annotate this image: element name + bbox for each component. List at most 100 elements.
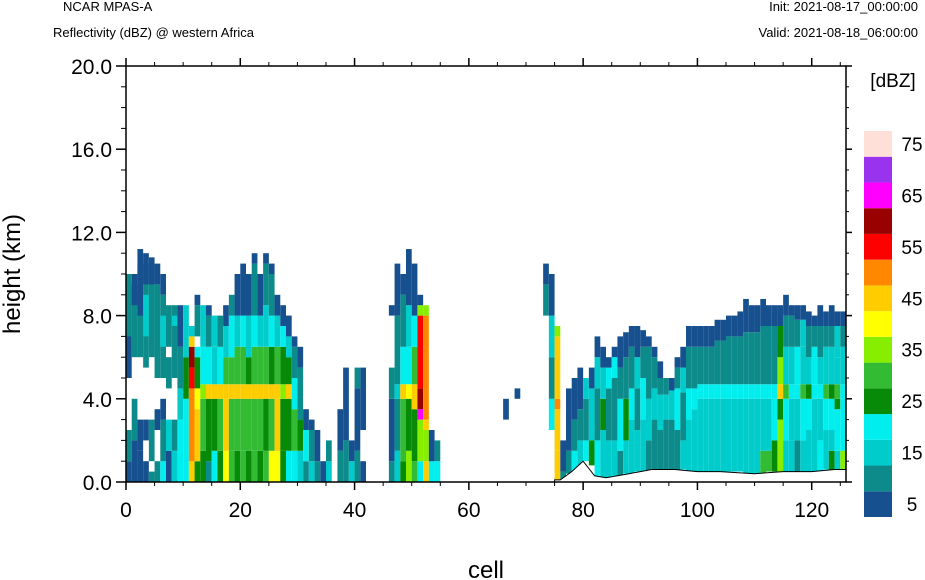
reflectivity-cell: [811, 384, 818, 399]
reflectivity-cell: [743, 384, 749, 399]
reflectivity-cell: [234, 315, 241, 347]
reflectivity-cell: [194, 346, 201, 358]
colorbar-label: 25: [901, 392, 922, 413]
colorbar-label: 45: [901, 289, 922, 310]
reflectivity-cell: [297, 450, 304, 482]
reflectivity-cell: [783, 315, 789, 347]
reflectivity-cell: [754, 332, 761, 385]
reflectivity-cell: [246, 398, 252, 451]
reflectivity-cell: [417, 419, 424, 462]
reflectivity-cell: [760, 384, 766, 399]
reflectivity-cell: [806, 430, 812, 472]
reflectivity-cell: [194, 294, 201, 306]
reflectivity-cell: [348, 440, 355, 462]
reflectivity-cell: [708, 326, 715, 347]
reflectivity-cell: [406, 249, 412, 306]
reflectivity-cell: [623, 332, 629, 358]
reflectivity-cell: [154, 284, 161, 378]
reflectivity-cell: [760, 326, 766, 385]
reflectivity-cell: [811, 346, 818, 385]
x-tick-label: 80: [571, 499, 594, 522]
y-tick-label: 4.0: [83, 389, 112, 412]
reflectivity-cell: [194, 388, 201, 410]
reflectivity-cell: [126, 461, 132, 482]
reflectivity-cell: [788, 315, 795, 347]
reflectivity-cell: [297, 346, 304, 368]
reflectivity-cell: [588, 388, 595, 441]
reflectivity-cell: [720, 384, 726, 399]
reflectivity-cell: [628, 388, 635, 420]
reflectivity-cell: [423, 419, 429, 430]
reflectivity-cell: [577, 367, 584, 410]
reflectivity-cell: [417, 294, 424, 306]
reflectivity-cell: [840, 311, 846, 326]
reflectivity-cell: [246, 384, 252, 399]
reflectivity-cell: [788, 384, 795, 399]
reflectivity-cell: [811, 398, 818, 430]
reflectivity-cell: [194, 461, 201, 482]
reflectivity-cell: [611, 357, 618, 378]
colorbar-swatch: [864, 414, 892, 440]
reflectivity-cell: [291, 346, 298, 378]
y-tick-label: 16.0: [71, 139, 112, 162]
reflectivity-cell: [634, 430, 641, 472]
reflectivity-cell: [308, 430, 315, 462]
reflectivity-cell: [680, 367, 686, 393]
reflectivity-cell: [714, 319, 721, 341]
reflectivity-cell: [291, 378, 298, 410]
reflectivity-cell: [240, 398, 246, 451]
reflectivity-cell: [274, 294, 281, 316]
reflectivity-cell: [188, 346, 195, 368]
reflectivity-cell: [806, 384, 812, 399]
reflectivity-cell: [280, 450, 286, 482]
reflectivity-cell: [703, 346, 709, 385]
reflectivity-cell: [617, 450, 624, 476]
reflectivity-cell: [811, 430, 818, 472]
reflectivity-cell: [177, 419, 184, 482]
reflectivity-cell: [708, 384, 715, 399]
reflectivity-cell: [394, 384, 401, 399]
reflectivity-cell: [663, 419, 669, 470]
reflectivity-cell: [143, 461, 149, 482]
reflectivity-cell: [343, 367, 349, 441]
reflectivity-cell: [708, 346, 715, 385]
reflectivity-cell: [388, 305, 395, 316]
reflectivity-cell: [183, 357, 189, 399]
reflectivity-cell: [286, 450, 292, 482]
reflectivity-cell: [674, 357, 681, 368]
reflectivity-cell: [554, 326, 561, 337]
reflectivity-cell: [154, 461, 161, 482]
reflectivity-cell: [823, 346, 829, 385]
reflectivity-cell: [737, 384, 744, 399]
reflectivity-cell: [777, 305, 784, 326]
reflectivity-cell: [583, 378, 589, 399]
reflectivity-cell: [274, 346, 281, 385]
reflectivity-cell: [263, 384, 269, 399]
colorbar-swatch: [864, 285, 892, 312]
reflectivity-cell: [171, 315, 178, 326]
reflectivity-cell: [411, 409, 418, 462]
reflectivity-cell: [148, 471, 155, 482]
reflectivity-cell: [646, 440, 652, 472]
reflectivity-cell: [274, 450, 281, 482]
reflectivity-cell: [188, 326, 195, 337]
reflectivity-cell: [697, 384, 704, 399]
reflectivity-cell: [394, 315, 401, 385]
reflectivity-cell: [554, 398, 561, 410]
reflectivity-cell: [286, 384, 292, 399]
x-tick-label: 40: [343, 499, 366, 522]
reflectivity-cell: [234, 274, 241, 316]
reflectivity-cell: [788, 305, 795, 316]
reflectivity-cell: [554, 336, 561, 399]
reflectivity-cell: [286, 315, 292, 337]
reflectivity-cell: [651, 419, 658, 470]
reflectivity-cell: [160, 419, 166, 462]
reflectivity-cell: [160, 315, 166, 347]
reflectivity-cell: [606, 388, 612, 441]
reflectivity-cell: [766, 326, 772, 385]
reflectivity-cell: [308, 461, 315, 482]
reflectivity-cell: [577, 409, 584, 441]
reflectivity-cell: [183, 398, 189, 482]
reflectivity-cell: [137, 419, 144, 451]
reflectivity-cell: [720, 340, 726, 385]
